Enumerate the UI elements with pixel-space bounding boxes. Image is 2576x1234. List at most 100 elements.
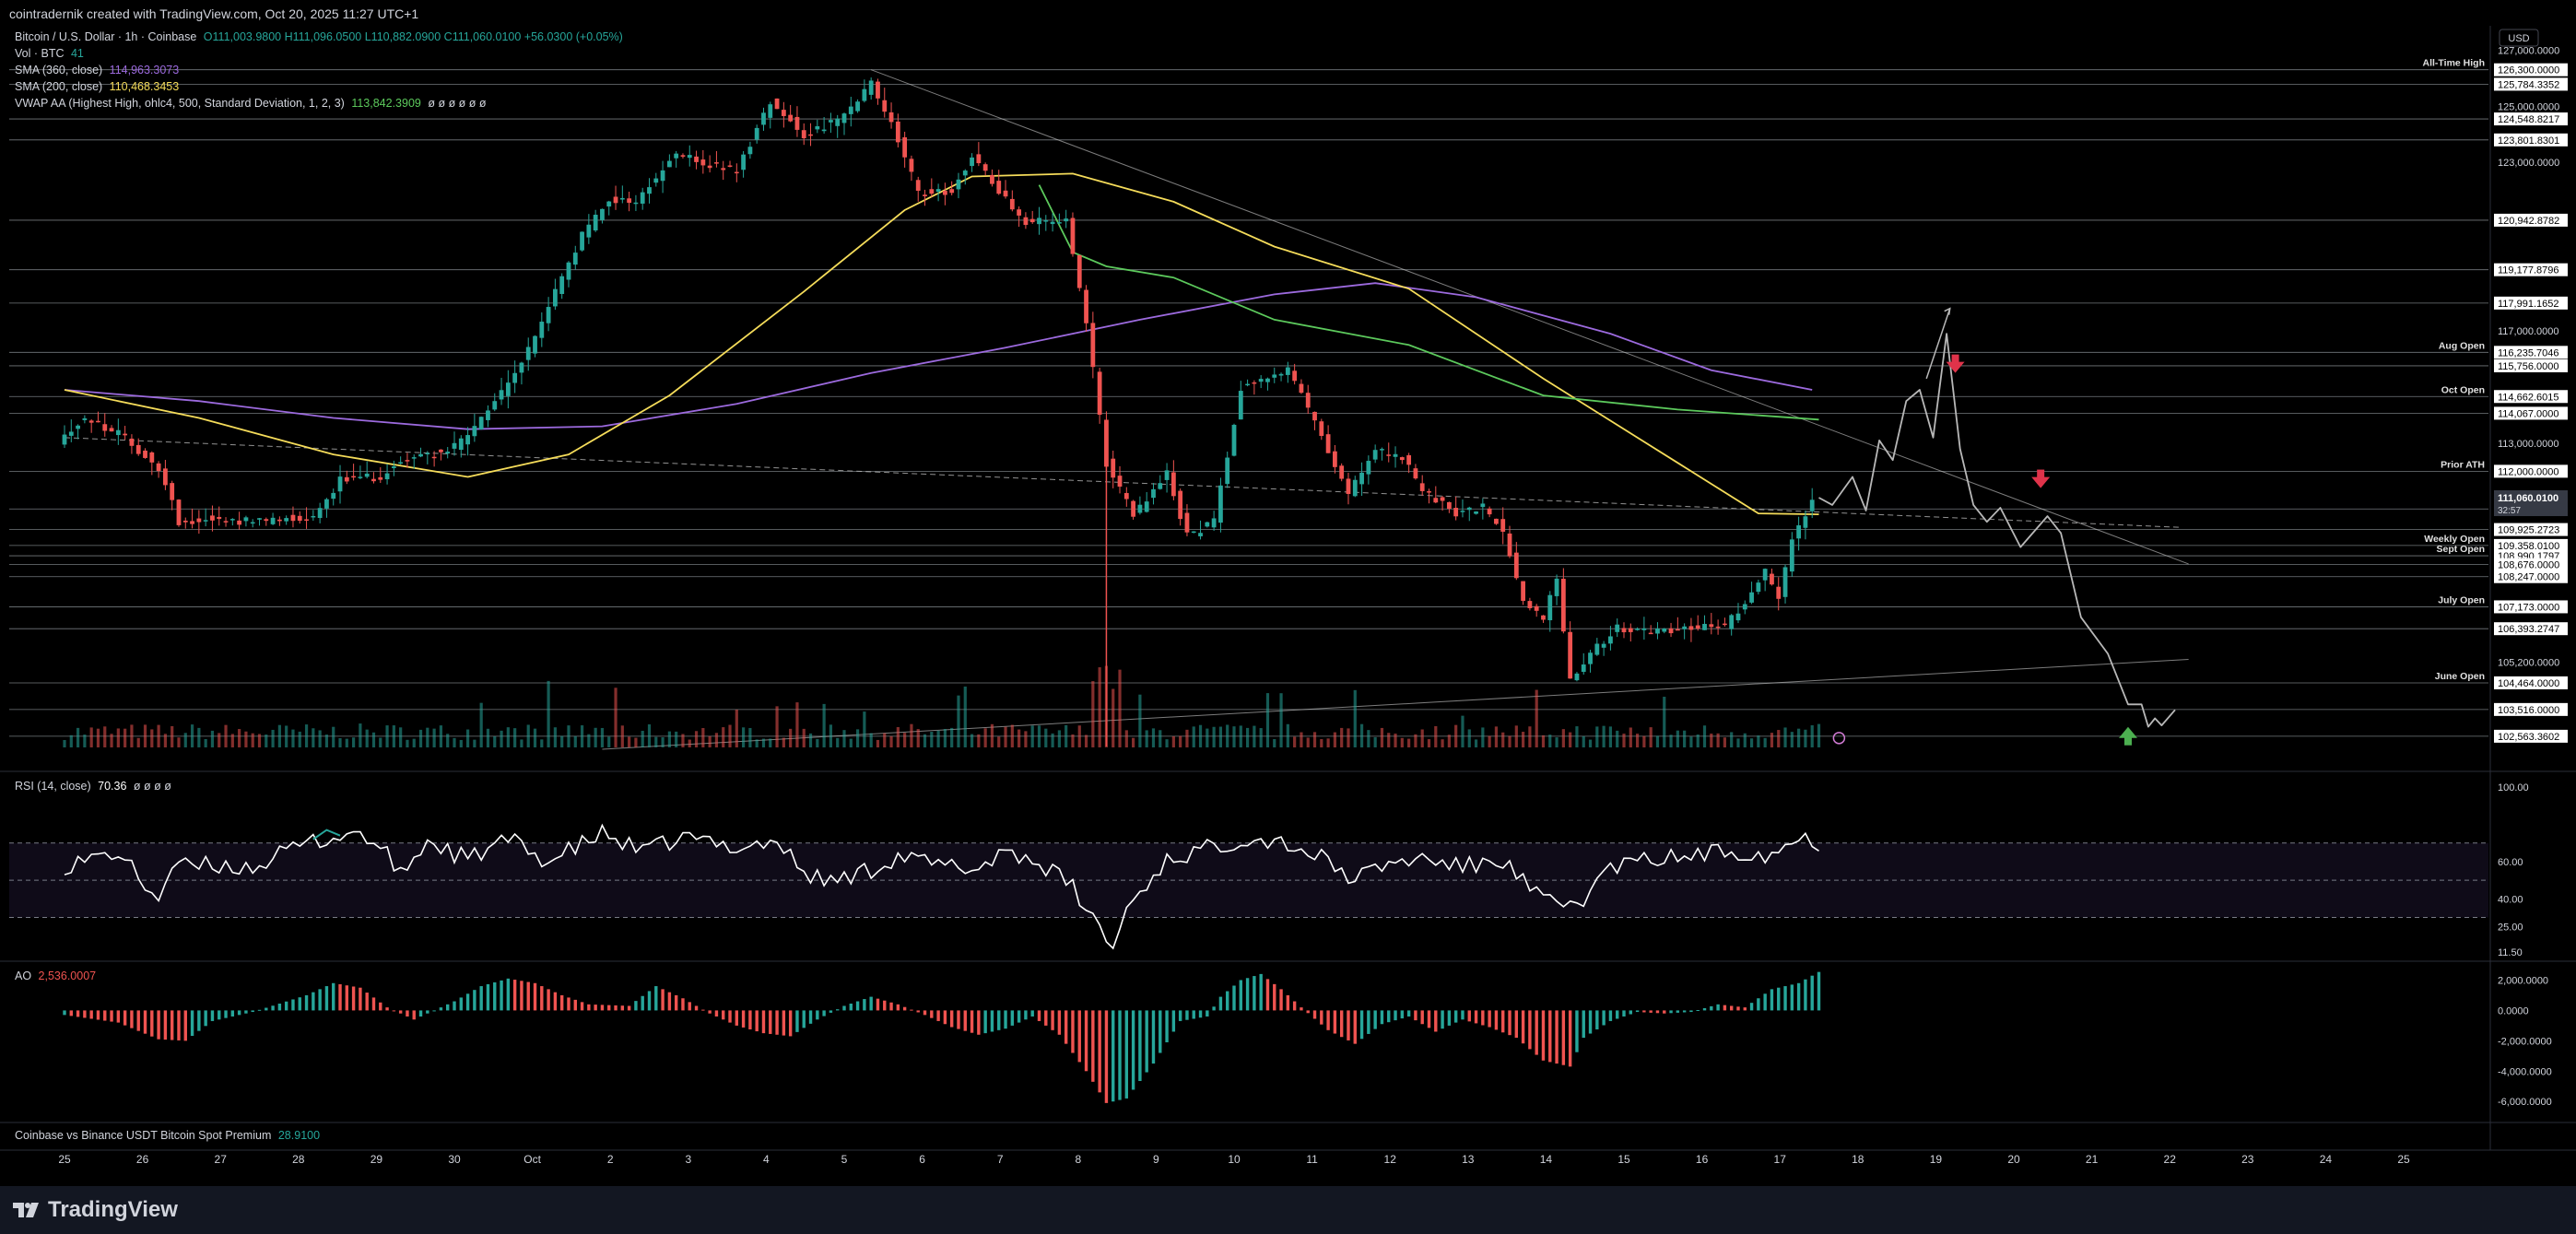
candle-body (1178, 490, 1183, 520)
sma200-legend[interactable]: SMA (200, close) 110,468.3453 (15, 80, 179, 93)
volume-bar (1198, 724, 1203, 747)
time-tick-label: 10 (1228, 1153, 1241, 1166)
volume-bar (628, 736, 631, 747)
ao-bar (755, 1010, 759, 1032)
price-axis: 127,000.0000 125,000.0000 123,000.0000 117,… (2494, 45, 2568, 743)
candle-body (1305, 393, 1311, 408)
ao-bar (520, 981, 523, 1011)
candle (1325, 425, 1331, 453)
candle (1393, 446, 1398, 468)
candle-body (1668, 628, 1674, 634)
ao-bar (1696, 1010, 1700, 1011)
top-bar: cointradernik created with TradingView.c… (0, 0, 2576, 26)
ao-bar (863, 999, 866, 1011)
volume-bar (1077, 725, 1081, 747)
volume-bar (983, 728, 987, 747)
ao-bar (1347, 1010, 1350, 1040)
candle (1453, 496, 1459, 521)
candle-body (606, 201, 612, 207)
vwap-legend[interactable]: VWAP AA (Highest High, ohlc4, 500, Stand… (15, 97, 487, 110)
candle-body (600, 208, 605, 220)
volume-bar (365, 729, 369, 747)
price-level-tag (2494, 676, 2568, 689)
volume-bar (439, 725, 443, 747)
ao-bar (594, 1005, 597, 1011)
candle (559, 273, 565, 300)
chart-canvas[interactable]: All-Time High Aug Open Oct Open Prior ATH We… (0, 26, 2576, 1186)
ao-bar (197, 1010, 201, 1031)
tradingview-logo[interactable]: TradingView (13, 1197, 178, 1223)
candle-body (1205, 522, 1210, 527)
candle (62, 425, 67, 449)
ao-legend[interactable]: AO 2,536.0007 (15, 970, 96, 982)
volume-bar (1642, 735, 1646, 747)
candle-body (1715, 626, 1721, 629)
candle (640, 187, 645, 210)
ao-tick-label: 0.0000 (2498, 1005, 2529, 1017)
volume-bar (667, 731, 671, 747)
candle (1581, 652, 1586, 675)
candle (1662, 628, 1667, 634)
ao-bar (1265, 979, 1270, 1011)
buy-arrow (2118, 726, 2137, 746)
candle (229, 518, 235, 526)
volume-bar (218, 733, 221, 747)
volume-bar (412, 738, 416, 747)
candle (1238, 381, 1243, 420)
price-level-label: 104,464.0000 (2498, 678, 2559, 689)
price-level-label: 116,235.7046 (2498, 347, 2558, 358)
candle (243, 515, 249, 527)
candle (714, 150, 719, 168)
candle-body (902, 136, 908, 158)
candle-body (1594, 643, 1600, 655)
ao-bar (902, 1006, 907, 1011)
candle-body (1474, 511, 1478, 514)
candle (929, 178, 935, 197)
volume-bar (76, 727, 80, 747)
volume-bar (136, 737, 140, 747)
ao-bar (103, 1010, 107, 1021)
candle-body (1568, 631, 1573, 679)
candle-body (821, 129, 827, 132)
volume-bar (304, 724, 309, 747)
ao-bar (136, 1010, 140, 1031)
candle (761, 107, 766, 131)
premium-label: Coinbase vs Binance USDT Bitcoin Spot Pr… (15, 1129, 272, 1142)
candle (358, 465, 363, 480)
candle (331, 488, 336, 506)
currency-button[interactable]: USD (2499, 29, 2539, 47)
candle (425, 451, 430, 464)
sma360-legend[interactable]: SMA (360, close) 114,963.3073 (15, 64, 179, 76)
candle-body (384, 473, 390, 480)
ao-bar (855, 1001, 860, 1011)
rsi-legend[interactable]: RSI (14, close) 70.36 ø ø ø ø (15, 780, 171, 793)
ao-bar (473, 990, 476, 1011)
candle (1305, 384, 1311, 415)
candle (1782, 564, 1788, 604)
candle-body (115, 429, 121, 436)
candle (1117, 465, 1123, 494)
volume-bar (257, 734, 262, 747)
candle (1151, 483, 1156, 505)
candle (472, 413, 477, 442)
candle-body (586, 224, 592, 238)
candle (1225, 452, 1230, 488)
premium-legend[interactable]: Coinbase vs Binance USDT Bitcoin Spot Pr… (15, 1129, 320, 1142)
volume-bar (997, 736, 1001, 747)
volume-legend[interactable]: Vol · BTC 41 (15, 47, 84, 60)
volume-bar (1312, 732, 1317, 747)
time-tick-label: 9 (1153, 1153, 1159, 1166)
volume-bar (197, 727, 201, 747)
candle-body (559, 276, 565, 294)
volume-bar (1212, 726, 1216, 747)
candle-body (1131, 500, 1136, 517)
ao-bar (997, 1010, 1001, 1030)
volume-bar (1265, 693, 1270, 747)
candle (1601, 641, 1606, 656)
ao-bar (96, 1010, 100, 1020)
ao-bar (312, 992, 315, 1011)
ao-bar (379, 1002, 382, 1011)
volume-bar (1151, 728, 1156, 747)
symbol-legend[interactable]: Bitcoin / U.S. Dollar · 1h · Coinbase O1… (15, 30, 623, 43)
volume-bar (761, 738, 766, 747)
